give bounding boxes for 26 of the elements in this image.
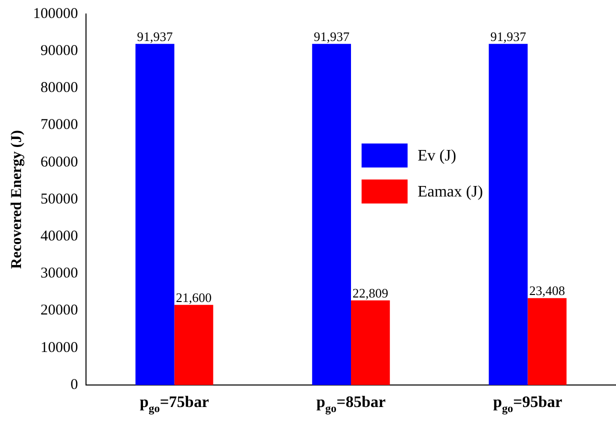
y-tick-label: 80000 [40, 80, 78, 96]
data-label: 91,937 [137, 28, 174, 44]
y-tick-label: 0 [70, 376, 78, 393]
y-tick-label: 10000 [40, 340, 78, 356]
y-tick-label: 60000 [40, 154, 78, 170]
y-tick-label: 20000 [40, 302, 78, 319]
bar [351, 300, 390, 385]
bar [528, 298, 567, 385]
data-label: 23,408 [529, 283, 565, 298]
y-tick-label: 100000 [33, 6, 78, 22]
data-label: 91,937 [490, 28, 527, 44]
legend-label: Eamax (J) [418, 184, 483, 201]
data-label: 21,600 [176, 290, 212, 305]
y-tick-label: 50000 [40, 191, 78, 208]
y-tick-label: 30000 [40, 266, 78, 282]
y-axis-title: Recovered Energy (J) [8, 130, 25, 269]
bar [312, 44, 351, 385]
bar [488, 44, 528, 385]
y-tick-label: 40000 [40, 228, 78, 245]
y-tick-label: 90000 [40, 43, 78, 60]
bar [174, 304, 214, 385]
y-tick-label: 70000 [40, 117, 78, 134]
bar [135, 44, 174, 385]
data-label: 91,937 [314, 28, 350, 44]
data-label: 22,809 [352, 285, 388, 300]
legend-label: Ev (J) [418, 148, 456, 165]
